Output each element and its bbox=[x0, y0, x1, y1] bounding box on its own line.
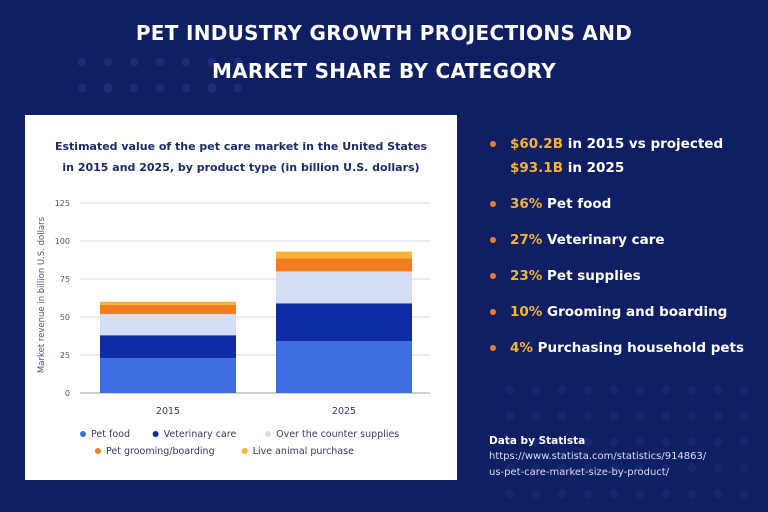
bar-segment bbox=[276, 303, 412, 342]
highlight-text: Veterinary care bbox=[542, 232, 665, 248]
highlight-text: in 2015 vs projected bbox=[563, 136, 724, 152]
legend-label: Pet food bbox=[91, 429, 130, 440]
decorative-dot bbox=[609, 411, 619, 421]
legend-marker bbox=[265, 431, 272, 437]
page-title-line-1: PET INDUSTRY GROWTH PROJECTIONS AND bbox=[135, 21, 633, 45]
highlight-item-pet-food: 36% Pet food bbox=[488, 192, 758, 216]
legend-marker bbox=[152, 431, 159, 437]
highlight-value: 27% bbox=[510, 232, 543, 248]
decorative-dot bbox=[505, 489, 515, 499]
legend-label: Over the counter supplies bbox=[276, 429, 399, 440]
legend-label: Veterinary care bbox=[164, 429, 237, 440]
y-tick-label: 50 bbox=[60, 313, 70, 322]
decorative-dot bbox=[557, 489, 567, 499]
decorative-dot bbox=[661, 411, 671, 421]
decorative-dot bbox=[557, 411, 567, 421]
y-tick-label: 125 bbox=[55, 199, 70, 208]
legend-marker bbox=[80, 431, 86, 437]
highlight-item-grooming: 10% Grooming and boarding bbox=[488, 300, 758, 324]
x-tick-label: 2015 bbox=[156, 406, 180, 417]
decorative-dot bbox=[661, 489, 671, 499]
decorative-dot bbox=[739, 385, 749, 395]
highlight-text: Purchasing household pets bbox=[532, 340, 745, 356]
y-axis-label: Market revenue in billion U.S. dollars bbox=[37, 216, 47, 373]
decorative-dot bbox=[505, 411, 515, 421]
decorative-dot bbox=[609, 489, 619, 499]
bar-segment bbox=[276, 258, 412, 272]
decorative-dot bbox=[531, 385, 541, 395]
highlight-text-2: in 2025 bbox=[563, 160, 625, 176]
highlight-value: $60.2B bbox=[510, 136, 563, 152]
y-tick-label: 25 bbox=[60, 351, 70, 360]
bar-segment bbox=[100, 304, 236, 314]
highlight-value: 23% bbox=[510, 268, 543, 284]
decorative-dot bbox=[687, 411, 697, 421]
source-url-line-1[interactable]: https://www.statista.com/statistics/9148… bbox=[489, 451, 707, 462]
decorative-dot bbox=[635, 385, 645, 395]
stacked-bar-chart: Estimated value of the pet care market i… bbox=[37, 140, 430, 457]
legend-label: Pet grooming/boarding bbox=[106, 446, 215, 457]
decorative-dot bbox=[531, 489, 541, 499]
highlight-value: 10% bbox=[510, 304, 543, 320]
page-title-line-2: MARKET SHARE BY CATEGORY bbox=[211, 59, 557, 83]
highlight-value: 36% bbox=[510, 196, 543, 212]
y-tick-label: 75 bbox=[60, 275, 70, 284]
decorative-dot bbox=[505, 385, 515, 395]
y-tick-label: 0 bbox=[65, 389, 70, 398]
decorative-dot bbox=[713, 411, 723, 421]
bullet-dot bbox=[490, 141, 496, 147]
decorative-dot bbox=[713, 489, 723, 499]
page-title: PET INDUSTRY GROWTH PROJECTIONS AND MARK… bbox=[0, 14, 768, 90]
highlight-text: Pet food bbox=[542, 196, 612, 212]
bar-segment bbox=[100, 301, 236, 305]
decorative-dot bbox=[531, 411, 541, 421]
bar-segment bbox=[100, 335, 236, 359]
highlight-text: Grooming and boarding bbox=[542, 304, 728, 320]
highlight-item-total: $60.2B in 2015 vs projected $93.1B in 20… bbox=[488, 132, 758, 180]
decorative-dot bbox=[635, 411, 645, 421]
bullet-dot bbox=[490, 309, 496, 315]
decorative-dot bbox=[687, 385, 697, 395]
bullet-dot bbox=[490, 273, 496, 279]
decorative-dot bbox=[583, 411, 593, 421]
bullet-dot bbox=[490, 237, 496, 243]
legend-marker bbox=[95, 448, 101, 454]
source-title: Data by Statista bbox=[489, 435, 586, 447]
chart-panel: Estimated value of the pet care market i… bbox=[25, 115, 457, 480]
highlight-item-veterinary: 27% Veterinary care bbox=[488, 228, 758, 252]
bar-segment bbox=[276, 251, 412, 259]
y-tick-label: 100 bbox=[55, 237, 70, 246]
source-url-line-2[interactable]: us-pet-care-market-size-by-product/ bbox=[489, 467, 670, 478]
decorative-dot bbox=[583, 385, 593, 395]
decorative-dot bbox=[739, 489, 749, 499]
highlight-value: 4% bbox=[510, 340, 533, 356]
decorative-dot bbox=[557, 385, 567, 395]
bar-segment bbox=[100, 313, 236, 336]
bullet-dot bbox=[490, 201, 496, 207]
bar-segment bbox=[276, 341, 412, 393]
decorative-dot bbox=[713, 385, 723, 395]
decorative-dot bbox=[687, 489, 697, 499]
bullet-dot bbox=[490, 345, 496, 351]
chart-title-line-2: in 2015 and 2025, by product type (in bi… bbox=[62, 161, 419, 174]
decorative-dot bbox=[739, 411, 749, 421]
highlight-item-pets: 4% Purchasing household pets bbox=[488, 336, 758, 360]
decorative-dot bbox=[635, 489, 645, 499]
source-credit: Data by Statista https://www.statista.co… bbox=[489, 433, 749, 481]
highlights-list: $60.2B in 2015 vs projected $93.1B in 20… bbox=[488, 132, 758, 372]
highlight-value-2: $93.1B bbox=[510, 160, 563, 176]
decorative-dot bbox=[661, 385, 671, 395]
legend-marker bbox=[241, 448, 248, 454]
chart-title-line-1: Estimated value of the pet care market i… bbox=[55, 140, 427, 153]
highlight-text: Pet supplies bbox=[542, 268, 641, 284]
decorative-dot bbox=[609, 385, 619, 395]
bar-segment bbox=[100, 358, 236, 393]
x-tick-label: 2025 bbox=[332, 406, 356, 417]
decorative-dot bbox=[583, 489, 593, 499]
highlight-item-supplies: 23% Pet supplies bbox=[488, 264, 758, 288]
legend-label: Live animal purchase bbox=[253, 446, 354, 457]
bar-segment bbox=[276, 271, 412, 304]
